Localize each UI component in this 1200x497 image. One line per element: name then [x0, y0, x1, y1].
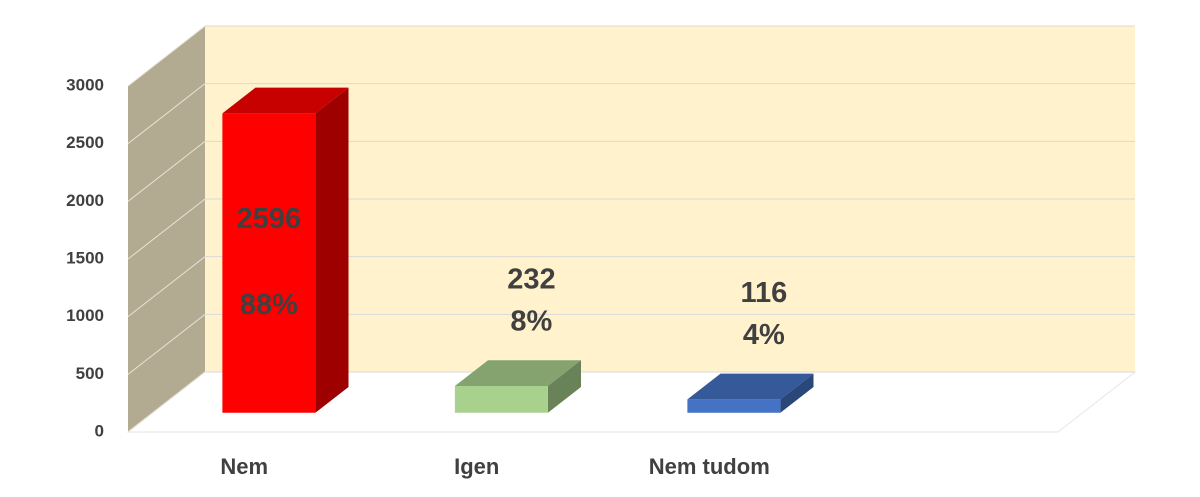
- x-tick-label: Igen: [454, 454, 499, 479]
- share-label: 8%: [510, 306, 552, 338]
- bar-top: [222, 87, 349, 114]
- side-grid-line: [127, 25, 206, 87]
- y-tick-label: 1500: [66, 248, 104, 267]
- y-tick-label: 2500: [66, 133, 104, 152]
- bar-top: [454, 360, 581, 387]
- y-tick-label: 500: [76, 364, 104, 383]
- y-tick-label: 0: [95, 421, 104, 440]
- side-grid-line: [127, 256, 206, 318]
- share-label: 88%: [240, 289, 298, 321]
- side-grid-line: [127, 198, 206, 260]
- value-label: 116: [740, 277, 787, 309]
- value-label: 232: [507, 264, 555, 296]
- bar: [222, 113, 316, 413]
- side-grid-line: [127, 83, 206, 145]
- side-grid-line: [127, 140, 206, 202]
- bar: [454, 386, 548, 413]
- y-tick-label: 3000: [66, 75, 104, 94]
- share-label: 4%: [743, 319, 785, 351]
- x-tick-label: Nem: [220, 454, 268, 479]
- bar: [687, 399, 781, 413]
- bar-side: [547, 360, 581, 413]
- value-label: 2596: [237, 203, 302, 235]
- y-tick-label: 1000: [66, 306, 104, 325]
- y-tick-label: 2000: [66, 191, 104, 210]
- bar-top: [687, 373, 814, 400]
- side-grid-line: [127, 313, 206, 375]
- bar-side: [315, 87, 349, 413]
- bar-side: [780, 373, 814, 413]
- x-tick-label: Nem tudom: [649, 454, 770, 479]
- side-grid-line: [127, 371, 206, 433]
